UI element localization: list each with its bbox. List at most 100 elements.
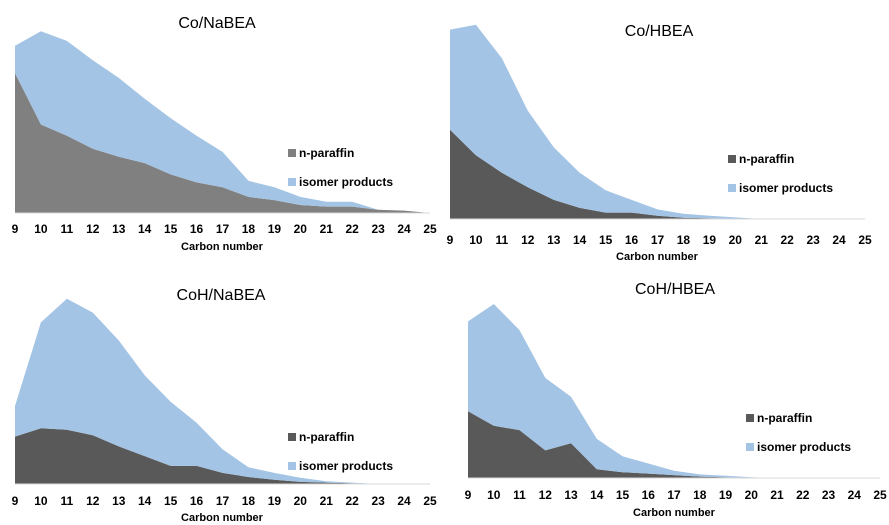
chart-panel-4: 9 10 11 12 13 14 15 16 17 18 19 20 21 22 23 24 25 Carbon … <box>465 281 887 519</box>
x-tick-label: 21 <box>770 488 784 502</box>
legend-swatch <box>288 178 296 186</box>
x-tick-label: 10 <box>34 494 48 508</box>
x-tick-label: 25 <box>873 488 887 502</box>
x-tick-label: 24 <box>397 222 411 236</box>
x-tick-label: 17 <box>667 488 681 502</box>
x-tick-label: 17 <box>651 233 665 247</box>
x-tick-label: 13 <box>112 494 126 508</box>
x-axis-label: Carbon number <box>616 251 699 263</box>
x-tick-label: 23 <box>806 233 820 247</box>
x-tick-label: 9 <box>447 233 454 247</box>
x-tick-label: 16 <box>642 488 656 502</box>
legend-swatch <box>728 155 736 163</box>
x-tick-label: 23 <box>371 494 385 508</box>
x-tick-label: 18 <box>693 488 707 502</box>
legend-label: n-paraffin <box>299 430 354 444</box>
x-tick-label: 24 <box>832 233 846 247</box>
x-tick-label: 21 <box>755 233 769 247</box>
x-tick-label: 15 <box>599 233 613 247</box>
x-tick-label: 15 <box>164 222 178 236</box>
x-tick-label: 14 <box>573 233 587 247</box>
legend-label: isomer products <box>299 175 393 189</box>
x-tick-label: 25 <box>858 233 872 247</box>
chart-title: CoH/HBEA <box>635 281 715 298</box>
chart-title: Co/NaBEA <box>178 15 256 32</box>
legend-label: isomer products <box>299 459 393 473</box>
legend-label: n-paraffin <box>299 146 354 160</box>
x-tick-label: 24 <box>397 494 411 508</box>
x-tick-label: 18 <box>242 494 256 508</box>
x-tick-label: 9 <box>12 494 19 508</box>
area-series-isomer-products <box>15 31 430 213</box>
x-tick-label: 18 <box>677 233 691 247</box>
x-tick-label: 16 <box>190 494 204 508</box>
area-series-n-paraffin <box>15 428 430 484</box>
x-axis-label: Carbon number <box>181 241 264 253</box>
x-tick-label: 19 <box>268 222 282 236</box>
x-tick-label: 14 <box>138 494 152 508</box>
x-tick-label: 10 <box>34 222 48 236</box>
chart-panel-3: 9 10 11 12 13 14 15 16 17 18 19 20 21 22 23 24 25 Carbon … <box>12 287 437 524</box>
area-series-isomer-products <box>450 24 865 219</box>
x-tick-label: 18 <box>242 222 256 236</box>
legend-swatch <box>746 414 754 422</box>
chart-panel-1: 9 10 11 12 13 14 15 16 17 18 19 20 21 22 23 24 25 Carbon … <box>12 15 437 253</box>
chart-title: CoH/NaBEA <box>177 287 266 304</box>
chart-title: Co/HBEA <box>625 23 694 40</box>
area-series-isomer-products <box>468 304 880 478</box>
x-tick-label: 20 <box>745 488 759 502</box>
x-tick-label: 19 <box>719 488 733 502</box>
x-axis-label: Carbon number <box>181 512 264 524</box>
x-tick-label: 15 <box>164 494 178 508</box>
x-tick-label: 22 <box>796 488 810 502</box>
legend-swatch <box>288 149 296 157</box>
x-tick-label: 15 <box>616 488 630 502</box>
x-tick-label: 19 <box>703 233 717 247</box>
area-series-n-paraffin <box>450 129 865 219</box>
area-series-isomer-products <box>15 298 430 484</box>
x-tick-label: 17 <box>216 222 230 236</box>
legend-swatch <box>746 443 754 451</box>
x-tick-label: 20 <box>294 222 308 236</box>
x-tick-label: 24 <box>848 488 862 502</box>
legend-swatch <box>728 184 736 192</box>
area-series-n-paraffin <box>15 73 430 213</box>
x-tick-label: 23 <box>371 222 385 236</box>
x-tick-label: 19 <box>268 494 282 508</box>
x-tick-label: 9 <box>12 222 19 236</box>
x-tick-label: 16 <box>625 233 639 247</box>
x-tick-label: 10 <box>487 488 501 502</box>
x-tick-label: 20 <box>294 494 308 508</box>
legend-label: n-paraffin <box>757 411 812 425</box>
x-tick-label: 13 <box>547 233 561 247</box>
x-tick-label: 22 <box>781 233 795 247</box>
x-tick-label: 25 <box>423 494 437 508</box>
x-tick-label: 21 <box>320 494 334 508</box>
x-tick-label: 22 <box>346 494 360 508</box>
legend-label: isomer products <box>739 181 833 195</box>
x-tick-label: 12 <box>539 488 553 502</box>
x-tick-label: 25 <box>423 222 437 236</box>
x-tick-label: 12 <box>521 233 535 247</box>
x-tick-label: 13 <box>112 222 126 236</box>
x-tick-label: 21 <box>320 222 334 236</box>
x-tick-label: 14 <box>138 222 152 236</box>
x-tick-label: 17 <box>216 494 230 508</box>
x-tick-label: 12 <box>86 222 100 236</box>
x-tick-label: 11 <box>496 233 509 247</box>
x-tick-label: 10 <box>469 233 483 247</box>
x-tick-label: 9 <box>465 488 472 502</box>
x-tick-label: 16 <box>190 222 204 236</box>
x-tick-label: 11 <box>513 488 526 502</box>
legend-swatch <box>288 462 296 470</box>
chart-panel-2: 9 10 11 12 13 14 15 16 17 18 19 20 21 22 23 24 25 Carbon … <box>447 23 872 263</box>
x-tick-label: 22 <box>346 222 360 236</box>
x-tick-label: 11 <box>61 222 74 236</box>
x-tick-label: 11 <box>61 494 74 508</box>
legend-label: n-paraffin <box>739 152 794 166</box>
x-tick-label: 23 <box>822 488 836 502</box>
x-tick-label: 13 <box>564 488 578 502</box>
area-series-n-paraffin <box>468 411 880 478</box>
legend-label: isomer products <box>757 440 851 454</box>
